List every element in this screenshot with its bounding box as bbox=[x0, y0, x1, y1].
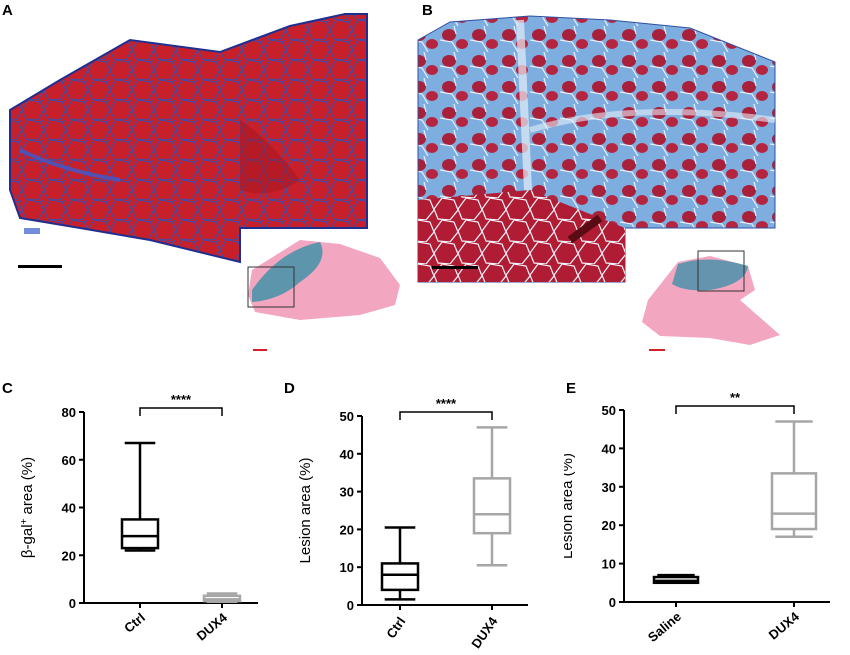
boxplot-c: 0 20 40 60 80 Ctrl DUX4 β-gal+ area (%) **** bbox=[19, 392, 258, 644]
overview-inset-a bbox=[247, 240, 400, 320]
y-tick-label: 20 bbox=[602, 518, 616, 533]
x-tick-label: Ctrl bbox=[121, 610, 148, 636]
y-tick-label: 0 bbox=[609, 595, 616, 610]
boxplot-d: 0 10 20 30 40 50 Ctrl DUX4 Lesion area (%) **** bbox=[297, 396, 528, 651]
significance-bracket bbox=[675, 405, 795, 414]
y-tick-label: 10 bbox=[602, 557, 616, 572]
y-tick-label: 30 bbox=[340, 485, 354, 500]
box-iqr bbox=[120, 518, 160, 550]
scale-bar-a bbox=[18, 265, 62, 268]
panel-letter-e: E bbox=[566, 380, 577, 397]
y-tick-label: 30 bbox=[602, 480, 616, 495]
box-iqr bbox=[770, 472, 818, 531]
overview-inset-b bbox=[642, 250, 780, 345]
boxplot-e: 0 10 20 30 40 50 Saline DUX4 Lesion area (%) ** bbox=[564, 390, 830, 645]
panel-letter-b: B bbox=[422, 2, 433, 19]
y-axis-label: Lesion area (%) bbox=[564, 453, 576, 559]
box-iqr bbox=[472, 477, 512, 535]
scale-bar-b bbox=[432, 266, 478, 269]
y-tick-label: 60 bbox=[62, 453, 76, 468]
x-tick-label: DUX4 bbox=[468, 613, 501, 651]
y-tick-label: 0 bbox=[69, 596, 76, 611]
x-tick-label: Saline bbox=[645, 609, 684, 645]
x-tick-label: Ctrl bbox=[383, 614, 408, 641]
y-tick-label: 40 bbox=[602, 441, 616, 456]
significance-bracket bbox=[139, 407, 223, 416]
box-ctrl bbox=[120, 441, 160, 552]
y-tick-label: 20 bbox=[340, 522, 354, 537]
y-axis-label: Lesion area (%) bbox=[297, 458, 314, 564]
y-tick-label: 40 bbox=[340, 447, 354, 462]
y-tick-label: 50 bbox=[340, 409, 354, 424]
inset-scale-bar-a bbox=[253, 349, 267, 351]
panel-letter-c: C bbox=[2, 380, 13, 397]
histology-image-a bbox=[9, 13, 400, 351]
y-tick-label: 20 bbox=[62, 548, 76, 563]
inset-scale-bar-b bbox=[649, 349, 665, 351]
box-saline bbox=[652, 573, 700, 585]
x-tick-label: DUX4 bbox=[194, 609, 231, 643]
tissue-section-a bbox=[9, 13, 368, 264]
x-tick-label: DUX4 bbox=[766, 608, 803, 642]
y-tick-label: 10 bbox=[340, 560, 354, 575]
y-tick-label: 0 bbox=[347, 598, 354, 613]
histology-image-b bbox=[417, 15, 780, 351]
y-axis-label: β-gal+ area (%) bbox=[19, 457, 37, 558]
panel-letter-d: D bbox=[284, 380, 295, 397]
box-dux4 bbox=[770, 420, 818, 538]
box-dux4 bbox=[202, 592, 242, 604]
y-tick-label: 50 bbox=[602, 403, 616, 418]
panel-letter-a: A bbox=[2, 2, 13, 19]
significance-bracket bbox=[399, 411, 493, 420]
box-dux4 bbox=[472, 426, 512, 567]
significance-label: ** bbox=[730, 390, 741, 405]
y-tick-label: 80 bbox=[62, 405, 76, 420]
box-iqr bbox=[380, 562, 420, 592]
significance-label: **** bbox=[436, 396, 457, 411]
box-ctrl bbox=[380, 526, 420, 601]
y-tick-label: 40 bbox=[62, 501, 76, 516]
significance-label: **** bbox=[171, 392, 192, 407]
